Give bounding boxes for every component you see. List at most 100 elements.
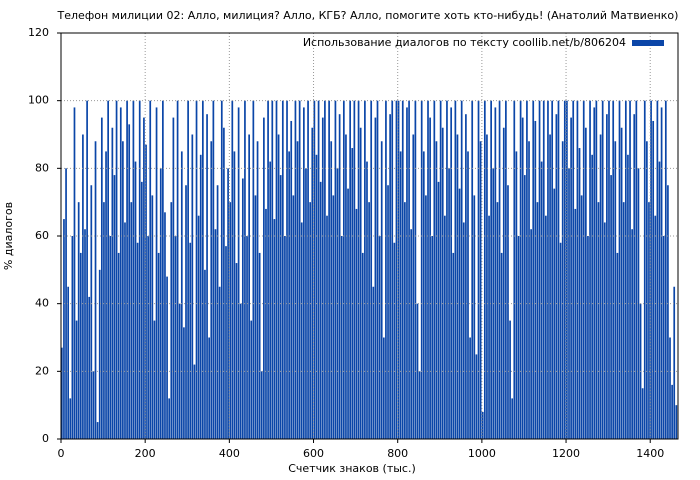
bar xyxy=(669,337,671,439)
bar xyxy=(389,114,391,439)
bar xyxy=(275,100,278,440)
y-tick-label: 20 xyxy=(35,364,49,377)
bar xyxy=(570,117,572,439)
y-tick-label: 0 xyxy=(42,432,49,445)
bar xyxy=(298,100,301,440)
bar xyxy=(361,252,364,439)
bar xyxy=(313,100,316,440)
bar xyxy=(94,141,97,439)
bar xyxy=(77,202,80,439)
bar xyxy=(624,100,627,440)
bar xyxy=(364,100,366,440)
bar xyxy=(490,100,492,440)
bar xyxy=(650,100,652,440)
bar xyxy=(206,114,208,439)
bar xyxy=(637,168,640,440)
bar xyxy=(452,252,455,439)
bar xyxy=(178,303,181,439)
bar xyxy=(664,100,667,440)
bar xyxy=(462,222,465,439)
bar xyxy=(374,117,377,439)
bar xyxy=(185,185,187,439)
bar xyxy=(317,100,320,440)
x-tick-label: 600 xyxy=(303,447,324,460)
bar xyxy=(418,371,421,439)
bar xyxy=(591,154,594,440)
bar xyxy=(204,269,206,439)
bar xyxy=(408,100,410,440)
bar xyxy=(399,151,402,439)
bar xyxy=(296,141,299,439)
y-axis-label: % диалогов xyxy=(2,202,15,270)
bar xyxy=(500,252,503,439)
bar xyxy=(425,195,427,439)
x-tick-label: 1200 xyxy=(552,447,580,460)
bar xyxy=(241,178,244,439)
bar xyxy=(166,276,168,439)
bar xyxy=(252,100,255,440)
bar xyxy=(107,100,110,440)
bar xyxy=(465,114,467,439)
bar xyxy=(227,168,229,440)
bar xyxy=(593,107,596,439)
bar xyxy=(153,320,156,439)
bar xyxy=(391,100,394,440)
bar xyxy=(288,151,290,439)
bar xyxy=(488,215,490,439)
bar xyxy=(210,141,213,439)
bar xyxy=(260,371,263,439)
bar xyxy=(237,107,240,439)
bar xyxy=(483,100,486,440)
bar xyxy=(401,100,404,440)
bar xyxy=(441,127,444,439)
bar xyxy=(553,188,556,439)
bar xyxy=(223,127,225,439)
bar xyxy=(197,215,200,439)
bar xyxy=(612,100,615,440)
bar xyxy=(324,100,326,440)
bar xyxy=(315,154,318,440)
bar xyxy=(456,134,459,439)
bar xyxy=(675,405,678,439)
bar xyxy=(536,202,539,439)
x-tick-label: 1000 xyxy=(468,447,496,460)
bar xyxy=(136,242,139,439)
bar xyxy=(446,100,448,440)
bar xyxy=(235,263,238,439)
bar xyxy=(473,195,476,439)
bar xyxy=(126,100,128,440)
bar xyxy=(319,181,322,439)
bar xyxy=(151,195,154,439)
bar xyxy=(208,337,211,439)
bar xyxy=(220,100,223,440)
bar xyxy=(303,107,305,439)
bar xyxy=(370,100,373,440)
bar xyxy=(193,364,196,439)
bar xyxy=(105,151,107,439)
bar xyxy=(189,242,192,439)
bar xyxy=(526,100,528,440)
bar xyxy=(149,100,152,440)
bar xyxy=(471,100,474,440)
bar xyxy=(382,337,385,439)
bar xyxy=(92,371,95,439)
bar xyxy=(340,236,343,439)
bar xyxy=(366,161,368,440)
bar xyxy=(100,117,103,439)
bar xyxy=(587,236,589,439)
bar xyxy=(437,181,440,439)
bar xyxy=(279,175,282,439)
y-tick-label: 120 xyxy=(28,26,49,39)
bar xyxy=(351,148,354,440)
bar xyxy=(311,127,314,439)
bar xyxy=(568,168,570,440)
bar xyxy=(277,134,280,439)
bar xyxy=(597,202,600,439)
x-tick-label: 200 xyxy=(135,447,156,460)
bar xyxy=(521,117,524,439)
bar xyxy=(140,181,143,439)
bar xyxy=(258,252,261,439)
bar xyxy=(422,151,425,439)
bar xyxy=(134,161,137,440)
bar xyxy=(145,144,147,439)
